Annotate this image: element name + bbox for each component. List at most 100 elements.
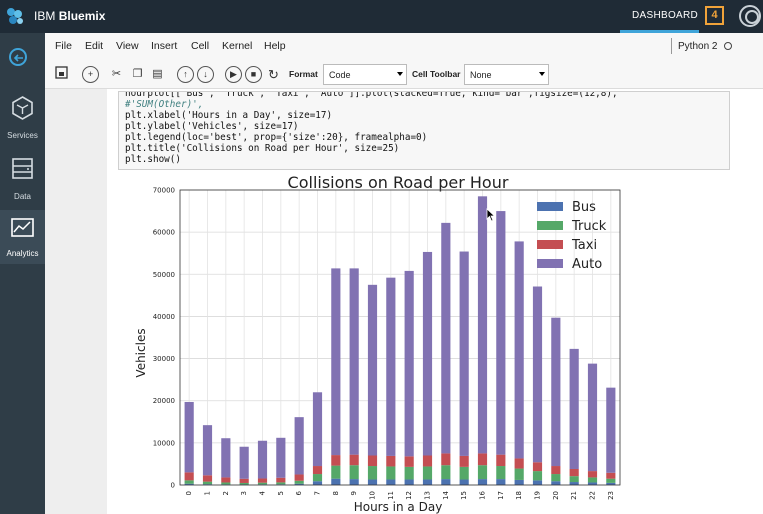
bar-bus-17 [496, 479, 506, 485]
user-avatar-icon[interactable] [739, 5, 761, 27]
bar-truck-18 [514, 468, 524, 480]
bar-truck-4 [257, 482, 268, 485]
menu-cell[interactable]: Cell [191, 40, 210, 52]
format-select[interactable]: Code [323, 64, 407, 85]
bar-truck-15 [459, 466, 469, 480]
bar-taxi-23 [606, 472, 616, 479]
bar-taxi-3 [239, 478, 249, 483]
bar-taxi-18 [514, 458, 524, 469]
bar-truck-5 [276, 482, 286, 485]
bar-auto-19 [532, 286, 543, 463]
bar-auto-1 [202, 425, 213, 476]
restart-icon[interactable]: ↻ [268, 67, 279, 82]
legend-label-truck: Truck [571, 219, 607, 234]
sidebar-item-analytics[interactable]: Analytics [0, 210, 45, 264]
x-tick-label: 9 [350, 491, 358, 495]
menu-edit[interactable]: Edit [85, 40, 104, 52]
bluemix-logo-icon[interactable] [4, 5, 26, 27]
dashboard-link[interactable]: DASHBOARD [632, 10, 699, 21]
bar-taxi-22 [587, 471, 598, 478]
move-up-icon[interactable]: ↑ [177, 66, 194, 83]
hexagon-icon [12, 96, 33, 120]
sidebar: Services Data Analytics [0, 33, 45, 514]
stop-icon[interactable]: ■ [245, 66, 262, 83]
x-tick-label: 11 [387, 491, 395, 500]
x-tick-label: 1 [204, 491, 212, 495]
bar-auto-21 [569, 348, 579, 469]
bar-auto-22 [587, 363, 598, 472]
code-cell[interactable]: hourplot[['Bus', 'Truck', 'Taxi', 'Auto'… [118, 91, 730, 170]
paste-icon[interactable]: ▤ [152, 68, 163, 80]
sidebar-item-label: Services [7, 131, 38, 140]
bar-taxi-11 [386, 455, 396, 467]
code-line: plt.title('Collisions on Road per Hour',… [125, 143, 400, 154]
menu-kernel[interactable]: Kernel [222, 40, 253, 52]
sidebar-item-data[interactable]: Data [0, 151, 45, 207]
x-tick-label: 12 [405, 491, 413, 500]
x-tick-label: 2 [222, 491, 230, 495]
legend-label-auto: Auto [572, 257, 602, 272]
bar-truck-17 [496, 466, 506, 480]
bar-auto-18 [514, 241, 524, 459]
x-tick-label: 0 [185, 491, 193, 495]
bar-truck-10 [367, 466, 378, 480]
x-tick-label: 10 [369, 491, 377, 500]
bar-bus-20 [551, 481, 561, 485]
active-tab-indicator [620, 30, 699, 33]
bar-taxi-0 [184, 472, 194, 481]
notifications-badge[interactable]: 4 [705, 6, 724, 25]
x-tick-label: 4 [259, 490, 267, 495]
bar-bus-19 [532, 480, 543, 485]
bar-taxi-5 [276, 477, 286, 483]
bar-bus-0 [184, 483, 194, 485]
code-line: plt.ylabel('Vehicles', size=17) [125, 121, 299, 132]
bar-taxi-9 [349, 454, 359, 466]
copy-icon[interactable]: ❐ [132, 68, 143, 80]
add-cell-icon[interactable]: + [82, 66, 99, 83]
collisions-chart: Collisions on Road per Hour Hours in a D… [134, 173, 621, 514]
legend-swatch-auto [537, 259, 563, 268]
menu-file[interactable]: File [55, 40, 72, 52]
legend-label-taxi: Taxi [571, 238, 597, 253]
bar-truck-11 [386, 466, 396, 480]
sidebar-item-label: Data [14, 192, 31, 201]
legend-swatch-truck [537, 221, 563, 230]
bar-taxi-1 [202, 475, 213, 482]
run-icon[interactable]: ▶ [225, 66, 242, 83]
top-bar: IBM Bluemix DASHBOARD 4 [0, 0, 763, 33]
x-tick-label: 13 [424, 491, 432, 500]
bar-taxi-15 [459, 455, 469, 467]
bar-auto-17 [496, 211, 506, 455]
move-down-icon[interactable]: ↓ [197, 66, 214, 83]
menu-insert[interactable]: Insert [151, 40, 178, 52]
bar-truck-0 [184, 480, 194, 484]
chart-title: Collisions on Road per Hour [288, 173, 509, 192]
cut-icon[interactable]: ✂ [111, 68, 122, 80]
bar-truck-23 [606, 478, 616, 483]
menu-help[interactable]: Help [264, 40, 286, 52]
bar-bus-16 [477, 479, 488, 485]
back-arrow-icon[interactable] [9, 48, 27, 66]
legend-swatch-taxi [537, 240, 563, 249]
bar-truck-3 [239, 482, 249, 485]
bar-auto-13 [422, 251, 433, 456]
save-icon[interactable] [53, 66, 70, 83]
bar-taxi-6 [294, 474, 304, 481]
bar-auto-14 [441, 222, 451, 454]
bar-taxi-4 [257, 478, 268, 483]
bar-taxi-17 [496, 454, 506, 467]
bar-auto-15 [459, 251, 469, 456]
bar-taxi-8 [331, 455, 341, 466]
menu-view[interactable]: View [116, 40, 139, 52]
bar-bus-18 [514, 479, 524, 485]
bar-bus-13 [422, 479, 433, 485]
x-tick-label: 17 [497, 491, 505, 500]
y-tick-label: 50000 [153, 271, 175, 279]
y-tick-label: 60000 [153, 229, 175, 237]
y-tick-label: 0 [171, 482, 175, 490]
x-tick-label: 3 [240, 491, 248, 495]
brand-title[interactable]: IBM Bluemix [34, 9, 105, 23]
cell-toolbar-select[interactable]: None [464, 64, 549, 85]
sidebar-item-services[interactable]: Services [0, 90, 45, 146]
x-tick-label: 5 [277, 491, 285, 495]
